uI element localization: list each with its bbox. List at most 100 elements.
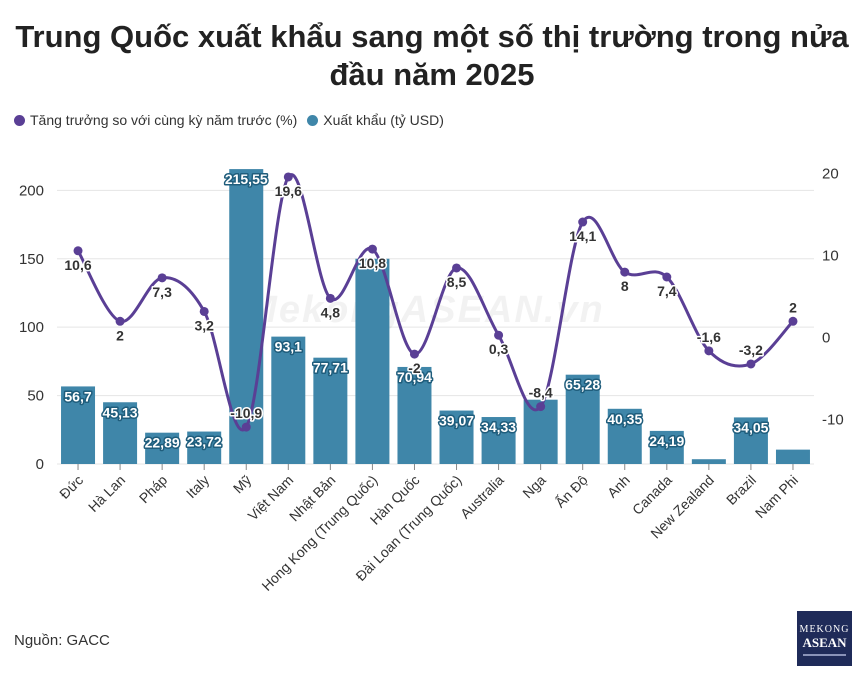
growth-point[interactable] (241, 422, 251, 432)
bar[interactable] (187, 431, 222, 464)
bar[interactable] (103, 402, 138, 464)
source-note: Nguồn: GACC (14, 632, 110, 649)
x-tick-label: Pháp (136, 472, 171, 507)
legend-item-growth[interactable]: Tăng trưởng so với cùng kỳ năm trước (%) (14, 112, 297, 128)
bar-data-label: 77,71 (313, 360, 348, 376)
bar[interactable] (145, 432, 180, 464)
x-tick-label: Anh (604, 472, 633, 501)
legend-label-export: Xuất khẩu (tỷ USD) (323, 112, 444, 128)
line-data-label: -1,6 (697, 329, 721, 345)
bar[interactable] (733, 417, 768, 464)
x-tick-label: Ấn Độ (552, 472, 591, 511)
line-data-label: 2 (116, 327, 124, 343)
line-data-label: 8 (621, 278, 629, 294)
bar-data-label: 45,13 (103, 404, 138, 420)
x-tick-label: Nam Phi (752, 472, 801, 521)
bar[interactable] (649, 430, 684, 464)
chart-title: Trung Quốc xuất khẩu sang một số thị trư… (15, 19, 849, 92)
bar-data-label: 22,89 (145, 435, 180, 451)
growth-point[interactable] (73, 246, 83, 256)
y-left-tick-label: 0 (36, 456, 44, 473)
bar[interactable] (355, 258, 390, 464)
line-data-label: 10,8 (359, 255, 386, 271)
legend-item-export[interactable]: Xuất khẩu (tỷ USD) (307, 112, 444, 128)
growth-point[interactable] (662, 272, 672, 282)
growth-point[interactable] (367, 244, 377, 254)
line-data-label: 2 (789, 299, 797, 315)
growth-point[interactable] (199, 306, 209, 316)
bar[interactable] (565, 374, 600, 464)
growth-point[interactable] (157, 273, 167, 283)
bar-data-label: 23,72 (187, 434, 222, 450)
brand-logo: MEKONG ASEAN (797, 611, 852, 666)
line-data-label: -8,4 (529, 385, 553, 401)
x-tick-label: Mỹ (230, 472, 255, 497)
line-data-label: 10,6 (64, 257, 91, 273)
growth-point[interactable] (620, 267, 630, 277)
y-right-tick-label: 0 (822, 330, 830, 347)
x-tick-label: Brazil (723, 472, 759, 508)
y-left-tick-label: 50 (27, 388, 44, 405)
y-right-tick-label: 20 (822, 166, 839, 183)
line-data-label: -2 (408, 360, 421, 376)
bar[interactable] (775, 449, 810, 464)
bar-data-label: 34,33 (481, 419, 516, 435)
bar[interactable] (313, 357, 348, 464)
y-left-tick-label: 100 (19, 319, 44, 336)
bar-data-label: 56,7 (64, 388, 91, 404)
legend-swatch-export (307, 114, 319, 126)
x-tick-label: Hà Lan (85, 472, 128, 515)
growth-point[interactable] (704, 346, 714, 356)
bar[interactable] (61, 386, 96, 464)
bar-data-label: 70,94 (397, 369, 432, 385)
x-tick-label: Nga (519, 472, 549, 502)
watermark: MekongASEAN.vn (245, 289, 604, 331)
x-tick-label: Italy (183, 472, 212, 501)
growth-point[interactable] (115, 316, 125, 326)
y-left-tick-label: 200 (19, 182, 44, 199)
growth-point[interactable] (494, 330, 504, 340)
growth-point[interactable] (746, 359, 756, 369)
line-data-label: 8,5 (447, 274, 467, 290)
legend-label-growth: Tăng trưởng so với cùng kỳ năm trước (%) (30, 112, 298, 128)
bar[interactable] (397, 366, 432, 464)
line-data-label: 7,4 (657, 283, 677, 299)
line-data-label: -10,9 (230, 405, 262, 421)
x-tick-label: Australia (457, 472, 507, 522)
logo-rule (803, 654, 846, 656)
line-data-label: 0,3 (489, 341, 509, 357)
line-data-label: 4,8 (321, 304, 341, 320)
bar-data-label: 34,05 (733, 419, 768, 435)
legend: Tăng trưởng so với cùng kỳ năm trước (%)… (14, 112, 454, 128)
bar[interactable] (439, 410, 474, 464)
bar-data-label: 39,07 (439, 413, 474, 429)
bar-data-label: 24,19 (649, 433, 684, 449)
bar[interactable] (229, 169, 264, 464)
line-data-label: 3,2 (194, 317, 214, 333)
combo-chart: 0 50 100 150 200 -10 0 10 20 MekongASEAN.vn 56,7 45… (19, 166, 844, 594)
line-data-label: 7,3 (152, 284, 172, 300)
growth-point[interactable] (325, 293, 335, 303)
bar-data-label: 93,1 (275, 339, 302, 355)
bar[interactable] (271, 336, 306, 464)
growth-point[interactable] (452, 263, 462, 273)
bar[interactable] (691, 459, 726, 464)
y-right-tick-label: -10 (822, 412, 844, 429)
bar[interactable] (607, 408, 642, 464)
growth-point[interactable] (283, 172, 293, 182)
line-data-label: -3,2 (739, 342, 763, 358)
line-data-label: 19,6 (275, 183, 302, 199)
growth-point[interactable] (578, 217, 588, 227)
logo-line1: MEKONG (799, 624, 850, 635)
y-left-tick-label: 150 (19, 251, 44, 268)
x-tick-label: Đức (56, 472, 86, 502)
y-right-tick-label: 10 (822, 248, 839, 265)
growth-point[interactable] (788, 316, 798, 326)
growth-point[interactable] (409, 349, 419, 359)
line-data-label: 14,1 (569, 228, 596, 244)
bar[interactable] (481, 417, 516, 464)
legend-swatch-growth (14, 114, 25, 126)
growth-point[interactable] (536, 402, 546, 412)
bar-data-label: 40,35 (607, 411, 642, 427)
logo-line2: ASEAN (802, 635, 847, 650)
